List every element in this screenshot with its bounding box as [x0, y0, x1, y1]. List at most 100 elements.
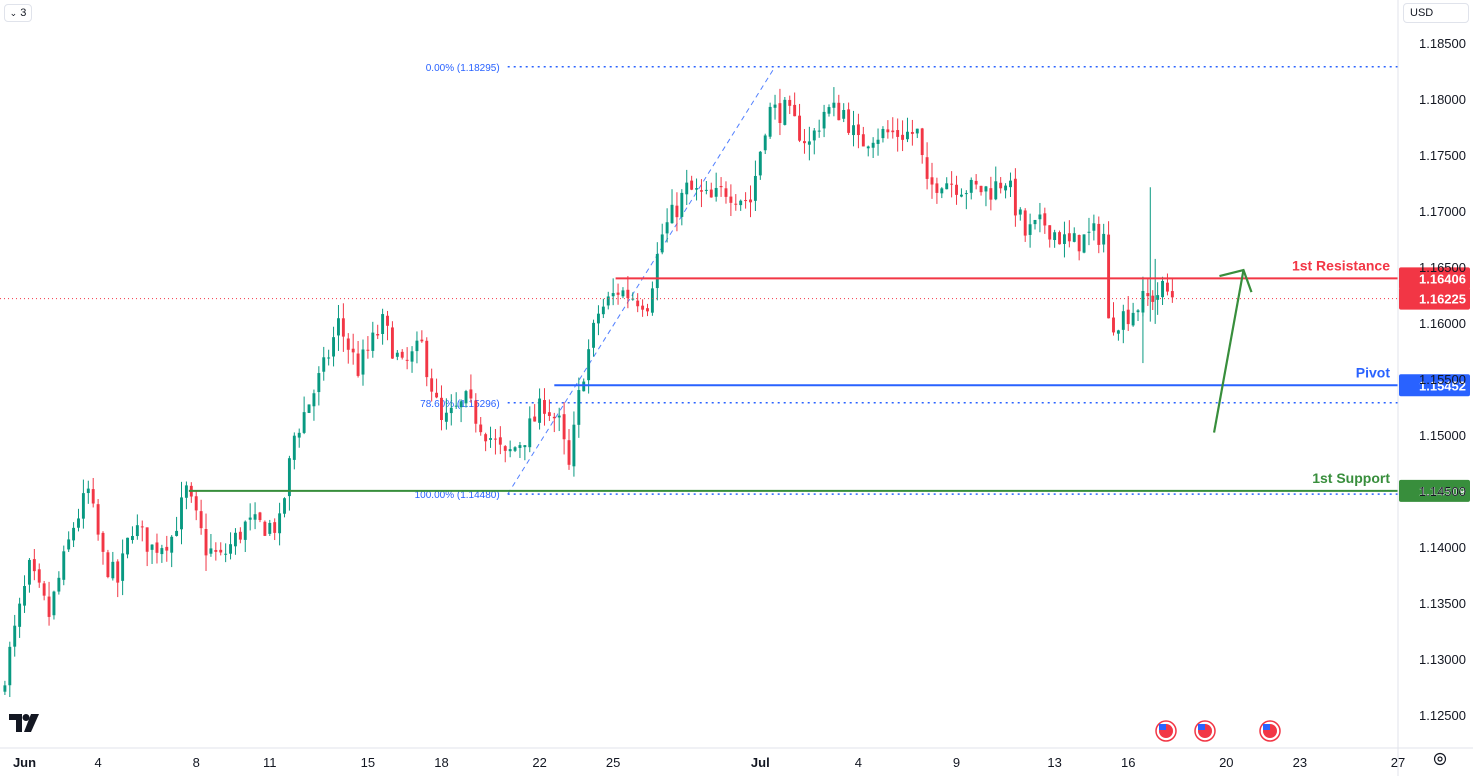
candle-body — [876, 139, 880, 144]
candle-body — [243, 521, 247, 540]
event-icons[interactable] — [1155, 720, 1281, 742]
candle-body — [523, 445, 527, 448]
candle-body — [420, 339, 424, 342]
candle-body — [1038, 214, 1042, 220]
candle-body — [395, 352, 399, 357]
candle-body — [332, 337, 336, 357]
candle-body — [793, 104, 797, 117]
candle-body — [459, 401, 463, 408]
candle-body — [1092, 223, 1096, 231]
candle-body — [729, 196, 733, 203]
candle-body — [974, 180, 978, 185]
candle-body — [621, 290, 625, 297]
candle-body — [489, 438, 492, 440]
candle-body — [292, 435, 296, 460]
candle-body — [557, 415, 561, 418]
time-tick-label: Jun — [13, 755, 36, 770]
candle-body — [312, 393, 316, 407]
candle-body — [121, 553, 125, 581]
candle-body — [547, 412, 551, 416]
candle-body — [1131, 312, 1135, 326]
candle-body — [690, 180, 694, 190]
price-tick-label: 1.13000 — [1419, 652, 1466, 667]
candle-body — [680, 192, 684, 217]
candle-body — [361, 349, 365, 375]
candle-body — [626, 289, 630, 299]
chevron-down-icon: ⌄ — [9, 7, 18, 18]
candle-body — [1082, 234, 1086, 253]
candle-body — [582, 381, 586, 392]
candle-body — [307, 404, 311, 413]
candle-body — [268, 522, 272, 534]
candle-body — [248, 517, 252, 520]
candle-body — [278, 513, 282, 534]
interval-selector[interactable]: ⌄ 3 — [4, 4, 32, 22]
candle-body — [493, 438, 497, 440]
candle-body — [209, 548, 213, 554]
resistance-price-badge-text: 1.16406 — [1419, 271, 1466, 286]
candle-body — [214, 550, 218, 552]
candle-body — [994, 181, 998, 200]
candle-body — [822, 111, 826, 129]
candle-body — [484, 434, 488, 442]
candle-body — [758, 151, 762, 176]
candle-body — [719, 186, 723, 188]
candle-body — [356, 353, 360, 376]
candle-body — [160, 548, 164, 555]
candle-body — [724, 188, 728, 197]
candle-body — [1018, 209, 1022, 215]
candle-body — [700, 190, 703, 192]
candle-body — [969, 179, 973, 193]
candle-body — [592, 322, 595, 348]
tradingview-logo-icon[interactable] — [9, 714, 39, 737]
time-tick-label: Jul — [751, 755, 770, 770]
candle-body — [915, 128, 919, 134]
us-flag-icon[interactable] — [1259, 720, 1281, 742]
flag-canton — [1263, 724, 1270, 730]
price-tick-label: 1.15000 — [1419, 428, 1466, 443]
fibonacci-retracement[interactable]: 0.00% (1.18295)78.60% (1.15296)100.00% (… — [415, 63, 1398, 501]
candle-body — [410, 351, 414, 362]
candle-body — [464, 391, 468, 404]
time-tick-label: 16 — [1121, 755, 1135, 770]
candle-body — [773, 104, 777, 108]
candle-body — [670, 204, 674, 224]
candle-body — [42, 583, 46, 596]
candle-body — [714, 187, 718, 197]
candle-body — [435, 392, 439, 398]
candle-body — [950, 183, 954, 185]
currency-selector[interactable]: USD — [1403, 3, 1469, 23]
resistance-label: 1st Resistance — [1292, 257, 1390, 273]
fib-level-label: 100.00% (1.14480) — [415, 490, 500, 501]
candle-body — [925, 157, 929, 179]
price-tick-label: 1.17500 — [1419, 148, 1466, 163]
candle-body — [1097, 223, 1101, 245]
gear-icon[interactable] — [1433, 752, 1447, 771]
candle-body — [812, 130, 816, 141]
candle-body — [1107, 234, 1111, 319]
candle-body — [906, 131, 909, 140]
resistance-price-badge — [1399, 267, 1470, 290]
candle-body — [322, 357, 326, 372]
candle-body — [984, 186, 988, 192]
us-flag-icon[interactable] — [1194, 720, 1216, 742]
candle-body — [405, 359, 409, 361]
candle-body — [1121, 311, 1125, 330]
candle-body — [32, 559, 36, 572]
candle-body — [234, 532, 237, 547]
support-resistance-levels[interactable]: 1st Resistance 1.16406 Pivot 1.15452 1st Sup… — [0, 257, 1470, 502]
candle-body — [180, 497, 183, 530]
candle-body — [224, 553, 228, 555]
time-tick-label: 11 — [263, 755, 277, 770]
candle-body — [165, 546, 169, 551]
candle-body — [263, 521, 267, 536]
candle-body — [611, 293, 615, 297]
candle-body — [1116, 330, 1120, 334]
us-flag-icon[interactable] — [1155, 720, 1177, 742]
candle-body — [77, 518, 80, 528]
candle-body — [86, 488, 90, 494]
candle-body — [302, 412, 306, 433]
time-tick-label: 20 — [1219, 755, 1233, 770]
price-tick-label: 1.14500 — [1419, 484, 1466, 499]
